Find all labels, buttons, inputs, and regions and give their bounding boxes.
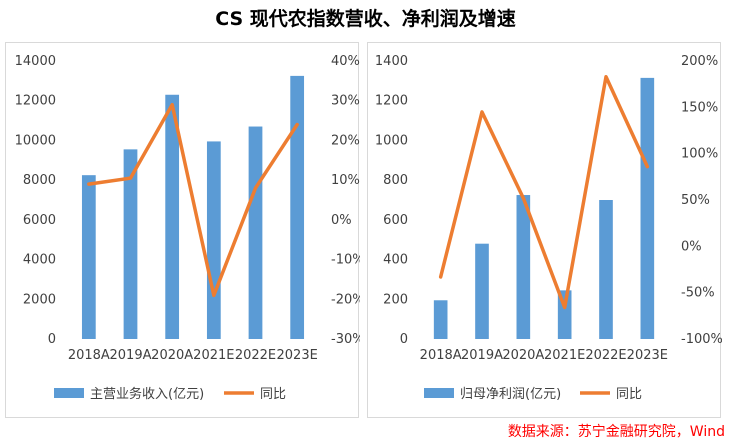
legend-bar-label: 主营业务收入(亿元) [90, 386, 204, 402]
yoy-growth-line [87, 102, 299, 298]
right-axis-tick-label: -10% [331, 253, 360, 268]
x-axis-tick-label: 2019A [110, 348, 152, 363]
bar [206, 141, 221, 339]
x-axis-tick-label: 2018A [420, 348, 462, 363]
x-axis-tick-label: 2018A [68, 348, 110, 363]
x-axis-tick-label: 2022E [585, 348, 626, 363]
net-profit-chart-panel: 0 200 400 600 800 1000 1200 1400 -100% -50% 0% 50% 1… [367, 42, 722, 418]
x-axis-tick-label: 2022E [235, 348, 276, 363]
left-axis-tick-label: 0 [400, 332, 408, 347]
left-axis-tick-label: 400 [383, 253, 408, 268]
right-axis-tick-label: -30% [331, 332, 360, 347]
left-axis-tick-label: 6000 [23, 213, 56, 228]
left-axis-tick-label: 600 [383, 213, 408, 228]
bar [248, 126, 263, 340]
left-axis-tick-label: 4000 [23, 253, 56, 268]
left-axis-tick-label: 14000 [15, 54, 56, 69]
left-axis-tick-label: 1200 [375, 94, 408, 109]
right-axis-tick-label: 50% [681, 193, 710, 208]
right-axis-tick-label: 40% [331, 54, 360, 69]
right-axis-tick-label: 100% [681, 147, 718, 162]
legend-bar-label: 归母净利润(亿元) [460, 387, 561, 402]
left-axis-tick-label: 10000 [15, 133, 56, 148]
right-axis-tick-label: -20% [331, 292, 360, 307]
bar [290, 75, 305, 339]
bar [640, 77, 655, 339]
left-axis-tick-label: 2000 [23, 292, 56, 307]
x-axis-tick-label: 2023E [277, 348, 318, 363]
bar [433, 300, 448, 339]
right-axis-tick-label: 150% [681, 100, 718, 115]
x-axis-tick-label: 2021E [193, 348, 234, 363]
left-axis-tick-label: 0 [48, 332, 56, 347]
left-axis-tick-label: 1000 [375, 133, 408, 148]
chart-title: CS 现代农指数营收、净利润及增速 [215, 8, 516, 30]
right-axis-tick-label: 200% [681, 54, 718, 69]
revenue-chart: 0 2000 4000 6000 8000 10000 12000 14000 -30% -20%… [15, 54, 360, 402]
bar [123, 149, 138, 339]
right-axis-tick-label: -100% [681, 332, 722, 347]
yoy-growth-line [438, 75, 650, 310]
bar [599, 200, 613, 339]
data-source: 数据来源：苏宁金融研究院，Wind [507, 424, 725, 440]
legend-bar-swatch [54, 388, 84, 398]
x-axis-tick-label: 2023E [627, 348, 668, 363]
right-axis-tick-label: 0% [681, 239, 702, 254]
x-axis-tick-label: 2019A [461, 348, 503, 363]
legend-bar-swatch [424, 388, 454, 398]
x-axis-tick-label: 2020A [151, 348, 193, 363]
right-axis-tick-label: 0% [331, 213, 352, 228]
bar [81, 175, 96, 339]
left-axis-tick-label: 12000 [15, 94, 56, 109]
left-axis-tick-label: 8000 [23, 173, 56, 188]
left-axis-tick-label: 200 [383, 292, 408, 307]
legend-line-label: 同比 [616, 387, 642, 402]
bar [475, 243, 489, 339]
net-profit-chart: 0 200 400 600 800 1000 1200 1400 -100% -50% 0% 50% 1… [375, 54, 722, 402]
x-axis-tick-label: 2020A [502, 348, 544, 363]
revenue-chart-panel: 0 2000 4000 6000 8000 10000 12000 14000 -30% -20%… [5, 42, 360, 418]
right-axis-tick-label: -50% [681, 286, 715, 301]
bar [165, 94, 180, 339]
x-axis-tick-label: 2021E [544, 348, 585, 363]
bar [516, 195, 531, 339]
left-axis-tick-label: 1400 [375, 54, 408, 69]
right-axis-tick-label: 20% [331, 133, 360, 148]
legend-line-label: 同比 [260, 387, 286, 402]
right-axis-tick-label: 30% [331, 94, 360, 109]
left-axis-tick-label: 800 [383, 173, 408, 188]
right-axis-tick-label: 10% [331, 173, 360, 188]
